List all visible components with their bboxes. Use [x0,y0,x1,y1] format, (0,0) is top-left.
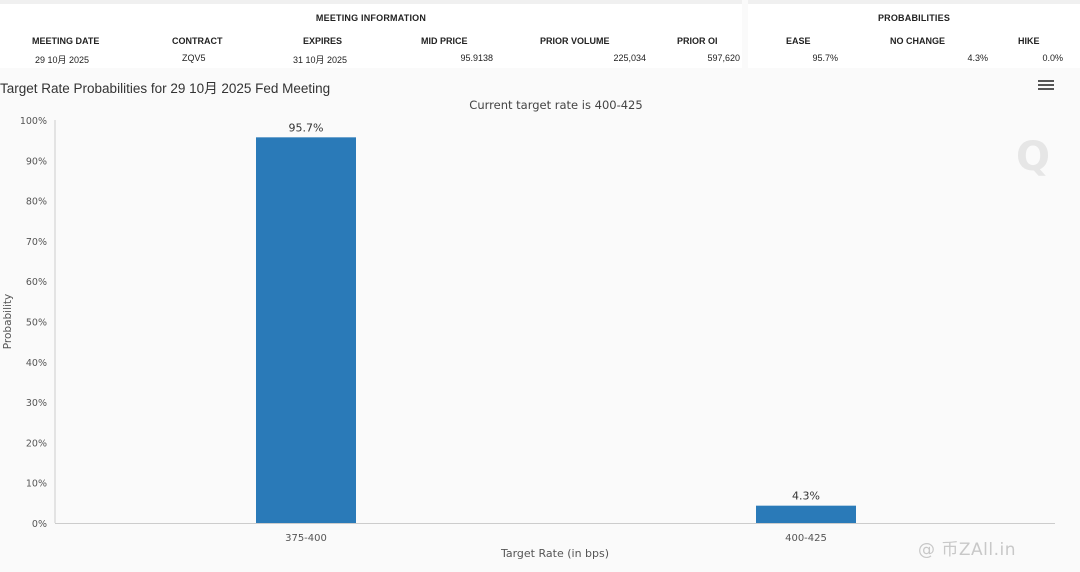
header-mid-price: MID PRICE [421,36,468,46]
y-tick-label: 50% [26,318,47,329]
value-expires: 31 10月 2025 [293,55,348,65]
y-tick-label: 40% [26,358,47,369]
value-no-change: 4.3% [967,53,988,63]
probabilities-band [748,0,1080,4]
x-tick-label: 400-425 [785,533,827,544]
header-prior-volume: PRIOR VOLUME [540,36,610,46]
y-tick-label: 30% [26,398,47,409]
x-tick-label: 375-400 [285,533,327,544]
y-tick-label: 90% [26,156,47,167]
bar-375-400 [256,137,356,524]
y-tick-label: 0% [32,519,47,530]
value-prior-volume: 225,034 [613,53,646,63]
y-tick-label: 70% [26,237,47,248]
chart-title: Target Rate Probabilities for 29 10月 202… [0,81,331,96]
y-tick-label: 80% [26,197,47,208]
value-hike: 0.0% [1042,53,1063,63]
header-expires: EXPIRES [303,36,343,46]
probabilities-panel: PROBABILITIES EASE NO CHANGE HIKE 95.7% … [748,0,1080,68]
header-ease: EASE [786,36,811,46]
header-hike: HIKE [1018,36,1040,46]
value-meeting-date: 29 10月 2025 [35,55,90,65]
meeting-info-band [0,0,742,4]
y-tick-label: 20% [26,438,47,449]
header-no-change: NO CHANGE [890,36,946,46]
value-prior-oi: 597,620 [707,53,740,63]
data-label: 95.7% [289,121,324,134]
value-mid-price: 95.9138 [460,53,493,63]
meeting-info-panel: MEETING INFORMATION MEETING DATE CONTRAC… [0,0,742,68]
x-axis-title: Target Rate (in bps) [500,547,609,560]
value-ease: 95.7% [812,53,838,63]
watermark-text: @ 币ZAll.in [918,540,1017,560]
y-tick-label: 60% [26,277,47,288]
chart-subtitle: Current target rate is 400-425 [469,98,642,112]
hamburger-menu-icon[interactable] [1038,80,1054,94]
y-axis-title: Probability [2,294,14,350]
watermark-logo: Q [1016,134,1051,180]
y-tick-label: 10% [26,479,47,490]
data-label: 4.3% [792,490,820,503]
meeting-info-title: MEETING INFORMATION [315,13,427,23]
value-contract: ZQV5 [182,53,206,63]
probabilities-title: PROBABILITIES [877,13,951,23]
bar-400-425 [756,505,856,523]
header-contract: CONTRACT [172,36,223,46]
header-meeting-date: MEETING DATE [32,36,100,46]
y-tick-label: 100% [20,116,47,127]
header-prior-oi: PRIOR OI [677,36,718,46]
